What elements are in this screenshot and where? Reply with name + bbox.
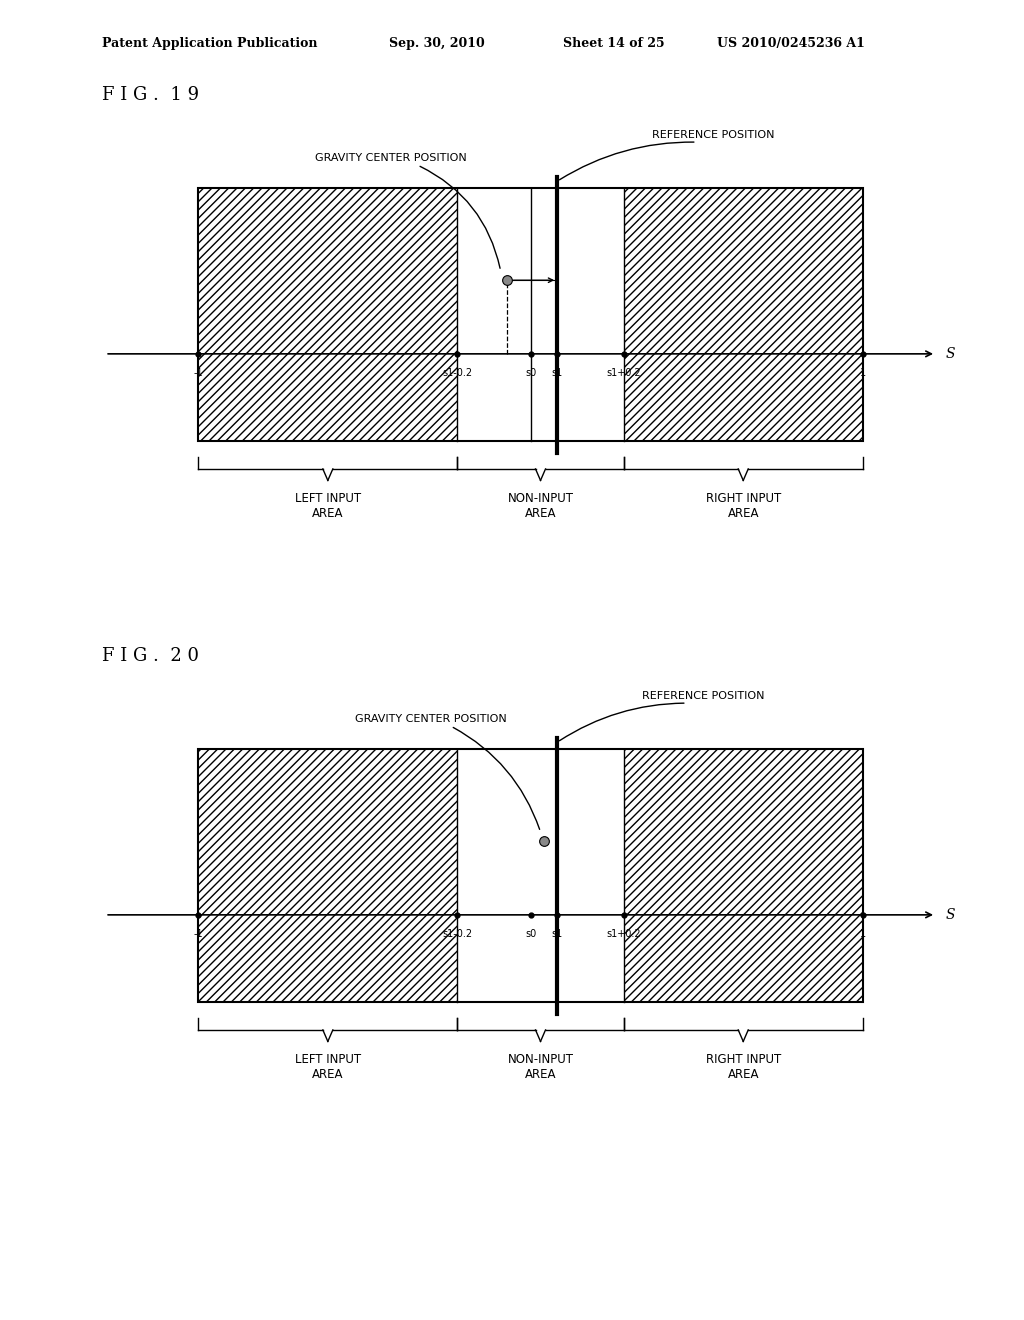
Text: Patent Application Publication: Patent Application Publication — [102, 37, 317, 50]
Text: F I G .  2 0: F I G . 2 0 — [102, 647, 200, 665]
Text: NON-INPUT
AREA: NON-INPUT AREA — [508, 492, 573, 520]
Text: s1: s1 — [552, 929, 563, 939]
Text: Sheet 14 of 25: Sheet 14 of 25 — [563, 37, 665, 50]
Bar — [624, 750, 863, 1002]
Text: 1: 1 — [860, 929, 866, 939]
Bar — [199, 750, 863, 1002]
Text: S: S — [946, 908, 955, 921]
Text: NON-INPUT
AREA: NON-INPUT AREA — [508, 1053, 573, 1081]
Text: RIGHT INPUT
AREA: RIGHT INPUT AREA — [706, 492, 781, 520]
Text: s1+0.2: s1+0.2 — [606, 368, 641, 378]
Text: LEFT INPUT
AREA: LEFT INPUT AREA — [295, 1053, 360, 1081]
Text: LEFT INPUT
AREA: LEFT INPUT AREA — [295, 492, 360, 520]
Text: REFERENCE POSITION: REFERENCE POSITION — [652, 129, 774, 140]
Text: s1-0.2: s1-0.2 — [442, 929, 472, 939]
Text: REFERENCE POSITION: REFERENCE POSITION — [642, 690, 765, 701]
Text: S: S — [946, 347, 955, 360]
Text: s0: s0 — [525, 929, 537, 939]
Text: US 2010/0245236 A1: US 2010/0245236 A1 — [717, 37, 864, 50]
Text: s1+0.2: s1+0.2 — [606, 929, 641, 939]
Bar — [458, 750, 624, 1002]
Text: F I G .  1 9: F I G . 1 9 — [102, 86, 200, 104]
Text: -1: -1 — [194, 368, 203, 378]
Text: 1: 1 — [860, 368, 866, 378]
Text: RIGHT INPUT
AREA: RIGHT INPUT AREA — [706, 1053, 781, 1081]
Bar — [199, 189, 863, 441]
Text: s0: s0 — [525, 368, 537, 378]
Text: GRAVITY CENTER POSITION: GRAVITY CENTER POSITION — [355, 714, 507, 723]
Bar — [199, 750, 458, 1002]
Text: s1-0.2: s1-0.2 — [442, 368, 472, 378]
Text: -1: -1 — [194, 929, 203, 939]
Text: s1: s1 — [552, 368, 563, 378]
Text: GRAVITY CENTER POSITION: GRAVITY CENTER POSITION — [315, 153, 467, 162]
Bar — [458, 189, 624, 441]
Bar — [624, 189, 863, 441]
Bar — [199, 189, 458, 441]
Text: Sep. 30, 2010: Sep. 30, 2010 — [389, 37, 485, 50]
